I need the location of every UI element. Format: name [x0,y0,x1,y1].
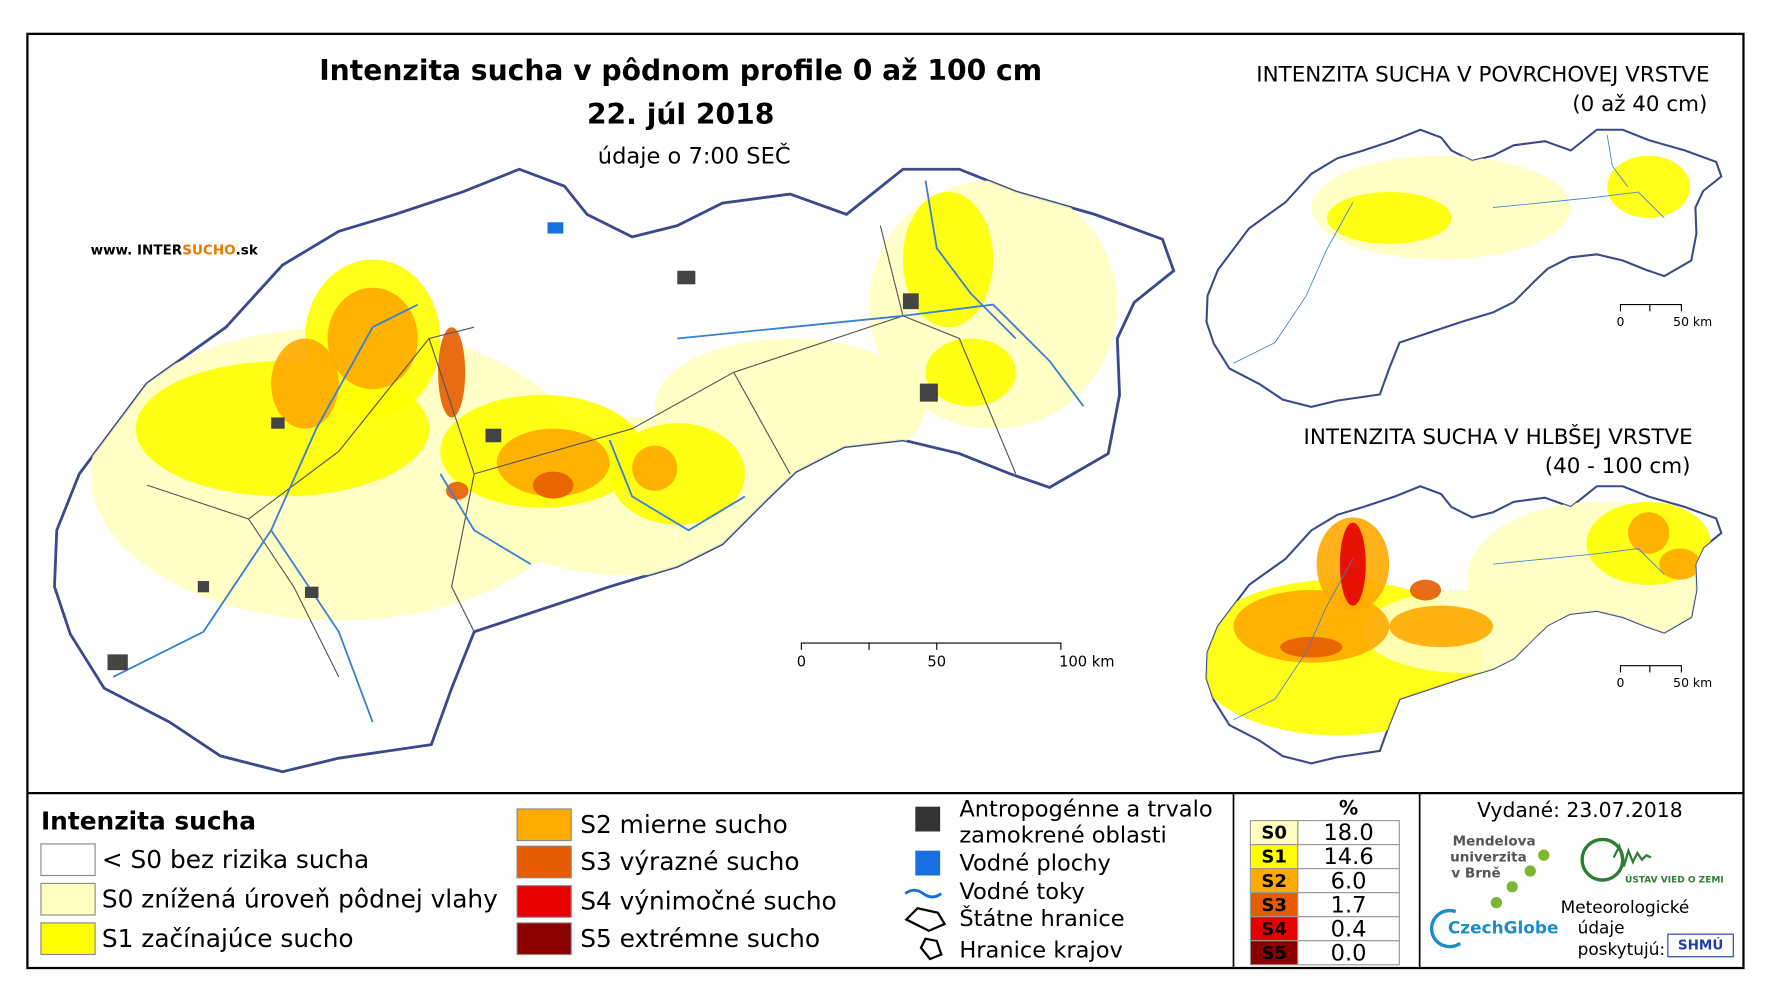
surface-map [1205,128,1723,408]
logo-text: v Brně [1451,865,1500,881]
website: www. INTERSUCHO.sk [91,242,259,258]
inset-depth: (0 až 40 cm) [1572,92,1707,117]
drought-area [1659,548,1701,580]
map-date: 22. júl 2018 [587,98,774,131]
drought-area [1339,522,1366,606]
scale-label: 100 km [1059,653,1114,670]
inset-title: INTENZITA SUCHA V HLBŠEJ VRSTVE [1304,424,1693,450]
logo-text: SHMÚ [1678,935,1723,953]
deep-map [1205,485,1723,765]
logo-text: poskytujú: [1578,939,1666,959]
scale-bar [1619,304,1682,312]
drought-area [496,428,610,497]
scale-label: 50 km [1673,675,1712,690]
legend-label: S0 znížená úroveň pôdnej vlahy [102,884,498,913]
symbol-label: Vodné toky [959,879,1084,905]
drought-area [1409,579,1442,601]
symbols [904,806,947,961]
logo-text: Mendelova [1453,834,1536,850]
drought-area [609,423,745,525]
table-header: % [1339,796,1358,819]
legend-label: S5 extrémne sucho [580,924,820,953]
value-label: 18.0 [1323,820,1373,846]
scale-label: 50 km [1673,314,1712,329]
inset-title: INTENZITA SUCHA V POVRCHOVEJ VRSTVE [1256,63,1709,88]
symbol-label: Antropogénne a trvalo [959,797,1212,823]
class-cell [1249,844,1299,870]
map-title: Intenzita sucha v pôdnom profile 0 až 10… [319,54,1042,87]
value-label: 1.7 [1331,892,1367,918]
legend-label: S2 mierne sucho [580,810,788,839]
czechglobe-arc [1429,908,1462,949]
mendel-dots [1490,849,1550,909]
issued-date: Vydané: 23.07.2018 [1477,798,1683,822]
class-label: S1 [1261,847,1287,868]
drought-area [925,338,1016,407]
drought-area [1627,512,1670,554]
website-part: www. INTER [91,242,183,258]
drought-area [271,338,339,429]
symbol-label: Hranice krajov [959,938,1123,964]
drought-area [632,445,678,491]
shmu-logo [1667,933,1734,958]
value-label: 6.0 [1331,868,1367,894]
value-cell [1297,916,1400,942]
scale-label: 0 [1617,314,1625,329]
legend-label: S4 výnimočné sucho [580,887,836,916]
inset-depth: (40 - 100 cm) [1545,454,1691,479]
value-label: 14.6 [1323,844,1373,870]
legend-swatch [516,845,572,879]
drought-area [327,287,418,390]
logo-text: CzechGlobe [1448,918,1559,938]
drought-area [532,471,574,499]
logo-text: údaje [1578,918,1625,938]
scale-label: 0 [1617,675,1625,690]
symbol-label: zamokrené oblasti [959,823,1166,849]
symbol-label: Vodné plochy [959,851,1111,877]
legend-swatch [516,808,572,842]
class-label: S4 [1261,919,1287,940]
class-label: S2 [1261,871,1287,892]
drought-area [1607,155,1691,218]
scale-label: 0 [797,653,806,670]
value-label: 0.0 [1331,940,1367,966]
drought-area [1389,605,1493,648]
stats-table: % S0 18.0 S1 14.6 S2 6.0 S3 1.7 S4 0.4 S5 0.0 [1249,796,1400,966]
main-map [53,167,1176,774]
legend-label: S1 začínajúce sucho [102,924,354,953]
drought-area [438,327,466,418]
class-label: S0 [1261,823,1287,844]
website-part: SUCHO [182,242,235,258]
legend-swatch [40,922,96,956]
urban [107,270,938,671]
class-label: S5 [1261,943,1287,964]
ustav-logo [1612,842,1652,867]
class-label: S3 [1261,895,1287,916]
scale-bar [1619,665,1682,673]
legend-label: < S0 bez rizika sucha [102,845,369,874]
website-part: .sk [236,242,259,258]
legend-title: Intenzita sucha [41,806,256,835]
value-label: 0.4 [1331,916,1367,942]
legend-label: S3 výrazné sucho [580,847,799,876]
drought-area [445,481,469,500]
drought-area [1280,636,1343,658]
symbol-label: Štátne hranice [959,904,1124,932]
legend-swatch [516,922,572,956]
legend-swatch [516,885,572,918]
logo-text: Meteorologické [1561,897,1690,917]
logo-text: ÚSTAV VIED O ZEMI [1625,874,1724,886]
logo-text: univerzita [1450,849,1527,865]
scale-label: 50 [927,653,946,670]
map-subtitle: údaje o 7:00 SEČ [598,141,791,169]
value-cell [1297,940,1400,966]
legend-swatch [40,843,96,877]
value-cell [1297,892,1400,918]
scale-bar [800,642,1062,650]
drought-area [1326,192,1452,244]
legend-swatch [40,882,96,916]
